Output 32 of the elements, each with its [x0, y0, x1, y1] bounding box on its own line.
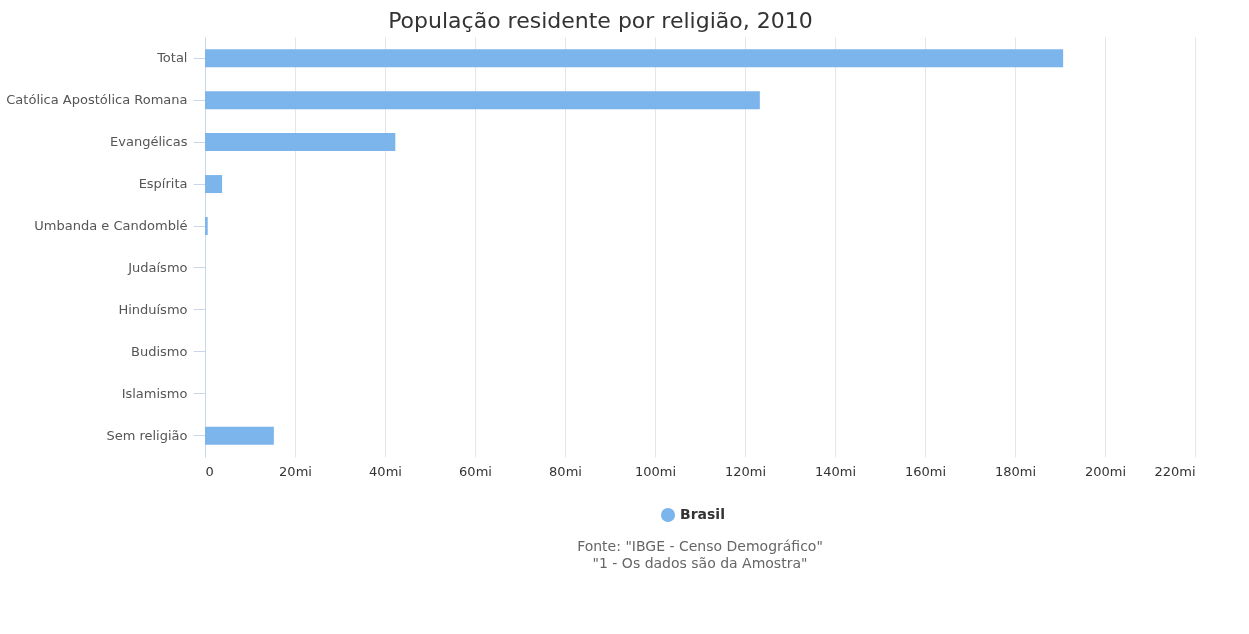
- y-tick-label: Total: [156, 50, 188, 66]
- x-tick-label: 60mi: [459, 463, 492, 479]
- source-note: Fonte: "IBGE - Censo Demográfico": [577, 537, 823, 554]
- x-tick-label: 200mi: [1084, 463, 1127, 479]
- x-tick-label: 40mi: [369, 463, 402, 479]
- x-tick-label: 80mi: [549, 463, 582, 479]
- text: "1 - Os dados são da Amostra": [592, 554, 808, 571]
- y-tick-label: Hinduísmo: [118, 301, 188, 317]
- x-tick-label: 180mi: [994, 463, 1037, 479]
- y-tick-label: Judaísmo: [127, 259, 188, 275]
- x-tick-label: 220mi: [1154, 463, 1196, 479]
- y-tick-label: Católica Apostólica Romana: [6, 92, 188, 108]
- bar: [205, 175, 223, 194]
- x-tick-label: 20mi: [279, 463, 312, 479]
- y-tick-label: Espírita: [138, 176, 188, 192]
- bar: [205, 217, 208, 236]
- bar: [205, 49, 1064, 68]
- legend-label: Brasil: [680, 506, 725, 522]
- x-tick-label: 160mi: [904, 463, 947, 479]
- x-tick-label: 120mi: [724, 463, 767, 479]
- bar: [205, 426, 274, 445]
- y-tick-label: Islamismo: [121, 385, 188, 401]
- x-tick-label: 100mi: [634, 463, 677, 479]
- bar: [205, 91, 760, 110]
- x-tick-label: 0: [205, 463, 214, 479]
- x-tick-label: 140mi: [814, 463, 857, 479]
- y-tick-label: Budismo: [131, 343, 188, 359]
- bar: [205, 133, 396, 152]
- y-tick-label: Evangélicas: [110, 134, 188, 150]
- y-tick-label: Sem religião: [106, 427, 188, 443]
- y-tick-label: Umbanda e Candomblé: [34, 218, 188, 234]
- chart-title: População residente por religião, 2010: [388, 8, 813, 33]
